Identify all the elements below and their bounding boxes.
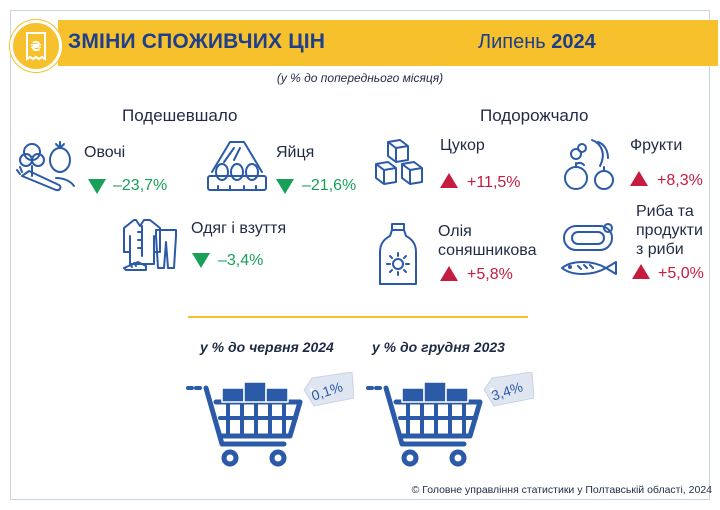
- oil-label: Олія соняшникова: [438, 222, 536, 260]
- divider: [188, 316, 528, 318]
- period: Липень 2024: [478, 31, 596, 54]
- fish-label: Риба та продукти з риби: [636, 202, 703, 259]
- svg-text:₴: ₴: [30, 40, 41, 55]
- receipt-hryvnia-icon: ₴: [10, 20, 62, 72]
- up-arrow-icon: [440, 266, 458, 281]
- header: ₴ ЗМІНИ СПОЖИВЧИХ ЦІН Липень 2024: [10, 20, 718, 72]
- fruits-value: +8,3%: [657, 172, 703, 189]
- fish-label-line1: Риба та: [636, 203, 694, 220]
- up-arrow-icon: [632, 264, 650, 279]
- eggs-label: Яйця: [276, 144, 315, 161]
- oil-label-line1: Олія: [438, 223, 472, 240]
- down-arrow-icon: [88, 179, 106, 194]
- vegetables-value: –23,7%: [113, 177, 168, 194]
- cheaper-heading: Подешевшало: [122, 106, 238, 125]
- fish-label-line2: продукти: [636, 222, 703, 239]
- up-arrow-icon: [440, 173, 458, 188]
- price-tag: 3,4%: [480, 372, 534, 410]
- fish-value: +5,0%: [658, 265, 704, 282]
- footer-credit: © Головне управління статистики у Полтав…: [411, 484, 712, 496]
- vegetables-label: Овочі: [84, 144, 126, 161]
- eggs-value: –21,6%: [302, 177, 357, 194]
- shopping-cart-icon: [186, 378, 306, 475]
- fish-label-line3: з риби: [636, 241, 684, 258]
- eggs-icon: [206, 138, 268, 199]
- shopping-cart-icon: [366, 378, 486, 475]
- down-arrow-icon: [192, 253, 210, 268]
- fish-icon: [558, 216, 624, 287]
- period-year: 2024: [551, 31, 596, 53]
- sunflower-oil-icon: [378, 222, 418, 293]
- clothing-label: Одяг і взуття: [191, 220, 287, 237]
- subtitle: (у % до попереднього місяця): [276, 71, 444, 85]
- infographic-frame: [10, 10, 710, 500]
- comparison-caption-june: у % до червня 2024: [200, 339, 334, 355]
- clothing-value: –3,4%: [218, 252, 264, 269]
- pricier-heading: Подорожчало: [480, 106, 589, 125]
- down-arrow-icon: [276, 179, 294, 194]
- up-arrow-icon: [630, 171, 648, 186]
- header-bar: [58, 20, 718, 66]
- fruits-icon: [562, 134, 622, 199]
- period-month: Липень: [478, 31, 546, 53]
- price-tag: 0,1%: [300, 372, 354, 410]
- fruits-label: Фрукти: [630, 137, 683, 154]
- page-title: ЗМІНИ СПОЖИВЧИХ ЦІН: [68, 30, 326, 53]
- clothing-shoes-icon: [120, 216, 184, 283]
- comparison-caption-december: у % до грудня 2023: [372, 339, 505, 355]
- vegetables-icon: [16, 138, 78, 201]
- sugar-value: +11,5%: [467, 174, 521, 191]
- oil-label-line2: соняшникова: [438, 242, 537, 259]
- sugar-label: Цукор: [440, 137, 485, 154]
- sugar-cubes-icon: [372, 138, 430, 199]
- oil-value: +5,8%: [467, 266, 513, 283]
